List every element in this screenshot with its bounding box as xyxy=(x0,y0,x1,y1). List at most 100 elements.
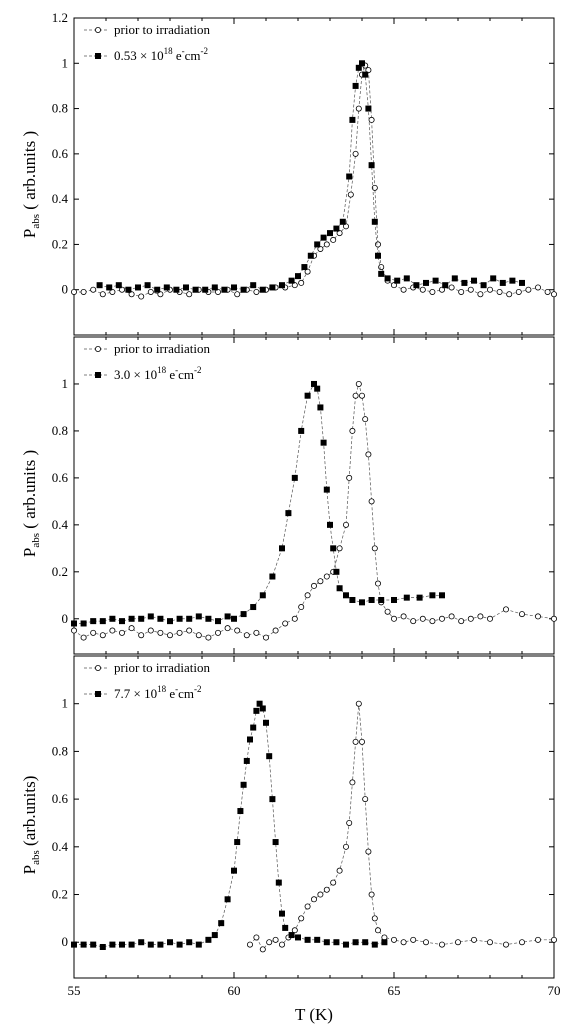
data-point xyxy=(237,808,244,815)
data-point xyxy=(304,592,311,599)
data-point xyxy=(515,288,522,295)
y-tick-label: 0.4 xyxy=(52,517,69,532)
y-tick-label: 0.6 xyxy=(52,791,69,806)
data-point xyxy=(400,939,407,946)
data-point xyxy=(307,252,314,259)
data-point xyxy=(359,599,365,606)
data-point xyxy=(214,288,221,295)
data-point xyxy=(323,939,330,946)
data-point xyxy=(333,225,340,232)
data-point xyxy=(400,286,407,293)
y-tick-label: 0 xyxy=(62,282,69,297)
series-irradiated xyxy=(71,380,445,627)
data-point xyxy=(342,223,349,230)
data-point xyxy=(496,288,503,295)
data-point xyxy=(410,936,417,943)
data-point xyxy=(390,936,397,943)
data-point xyxy=(71,288,78,295)
data-point xyxy=(266,753,273,760)
data-point xyxy=(253,707,260,714)
series-line xyxy=(74,64,555,297)
data-point xyxy=(314,936,321,943)
data-point xyxy=(272,627,279,634)
data-point xyxy=(272,936,279,943)
chart-panels: 0 0.2 0.4 0.6 0.8 1 1.2 Pabs ( arb.units ) prior… xyxy=(20,10,561,1024)
legend-entry-prior: prior to irradiation xyxy=(114,22,211,37)
x-tick-label: 60 xyxy=(228,983,241,998)
data-point xyxy=(192,286,199,293)
data-point xyxy=(451,275,458,282)
data-point xyxy=(304,903,311,910)
data-point xyxy=(176,941,183,948)
data-point xyxy=(378,270,385,277)
data-point xyxy=(355,380,362,387)
data-point xyxy=(128,615,135,622)
data-point xyxy=(374,927,381,934)
data-point xyxy=(301,264,308,271)
data-point xyxy=(352,392,359,399)
data-point xyxy=(157,615,164,622)
data-point xyxy=(336,230,343,237)
data-point xyxy=(253,934,260,941)
data-point xyxy=(413,282,420,289)
data-point xyxy=(163,284,170,291)
data-point xyxy=(368,596,375,603)
y-tick-label: 0.8 xyxy=(52,101,68,116)
data-point xyxy=(477,613,484,620)
data-point xyxy=(240,611,247,618)
data-point xyxy=(323,573,330,580)
chart-panel-3: 0 0.2 0.4 0.6 0.8 1 55 60 65 70 T (K) Pabs (arb.uni… xyxy=(20,655,561,1024)
data-point xyxy=(365,451,372,458)
series-line xyxy=(74,383,442,624)
data-point xyxy=(502,606,509,613)
data-point xyxy=(288,277,295,284)
x-tick-label: 65 xyxy=(388,983,401,998)
data-point xyxy=(295,273,301,280)
data-point xyxy=(243,632,250,639)
data-point xyxy=(147,613,154,620)
data-point xyxy=(314,241,321,248)
data-point xyxy=(439,592,445,599)
data-point xyxy=(403,594,410,601)
data-point xyxy=(298,915,305,922)
data-point xyxy=(125,286,132,293)
y-tick-label: 0.6 xyxy=(52,146,69,161)
data-point xyxy=(362,416,369,423)
data-point xyxy=(119,629,126,636)
x-tick-label: 55 xyxy=(68,983,81,998)
data-point xyxy=(442,282,449,289)
plot-frame xyxy=(73,17,555,336)
data-point xyxy=(461,279,468,286)
data-point xyxy=(269,573,276,580)
data-point xyxy=(211,932,218,939)
y-tick-label: 0.2 xyxy=(52,564,68,579)
data-point xyxy=(346,819,353,826)
data-point xyxy=(374,241,381,248)
legend-marker-circle xyxy=(95,345,102,352)
series-prior xyxy=(246,700,558,953)
data-point xyxy=(119,941,125,948)
data-point xyxy=(381,939,388,946)
data-point xyxy=(317,404,324,411)
data-point xyxy=(291,474,298,481)
data-point xyxy=(535,936,542,943)
data-point xyxy=(263,719,269,726)
data-point xyxy=(253,288,260,295)
data-point xyxy=(323,886,330,893)
series-prior xyxy=(71,380,558,641)
data-point xyxy=(422,939,429,946)
data-point xyxy=(336,585,343,592)
data-point xyxy=(279,282,285,289)
data-point xyxy=(269,284,276,291)
data-point xyxy=(173,286,180,293)
data-point xyxy=(467,615,474,622)
data-point xyxy=(551,291,558,298)
data-point xyxy=(80,634,87,641)
data-point xyxy=(394,277,401,284)
data-point xyxy=(371,184,378,191)
data-point xyxy=(157,941,164,948)
data-point xyxy=(215,618,221,625)
data-point xyxy=(330,236,337,243)
data-point xyxy=(211,284,218,291)
